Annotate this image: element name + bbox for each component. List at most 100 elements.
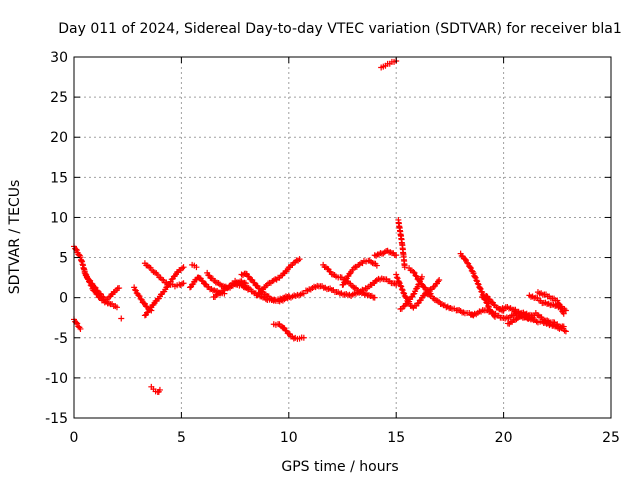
data-point: [400, 289, 407, 296]
series-arc-19: [320, 261, 378, 301]
series-arc-22: [378, 58, 400, 71]
data-point: [113, 304, 120, 311]
data-mark-layer: [71, 58, 569, 395]
tick-layer: 0 5 10 15 20 25 -15 -10 -5 0 5 10 15 20 25 30: [45, 50, 620, 446]
data-point: [465, 260, 472, 267]
data-point: [396, 279, 403, 286]
series-arc-16: [275, 290, 307, 305]
data-point: [91, 284, 98, 291]
grid-layer: [74, 57, 611, 418]
data-point: [464, 259, 471, 266]
data-point: [417, 280, 424, 287]
x-tick-label: 0: [70, 430, 79, 446]
series-arc-33: [511, 308, 569, 335]
data-point: [467, 264, 474, 271]
data-point: [300, 334, 307, 341]
data-point: [483, 299, 490, 306]
series-arc-17: [270, 321, 307, 342]
x-tick-label: 20: [495, 430, 513, 446]
data-point: [413, 273, 420, 280]
data-point: [562, 328, 569, 335]
series-arc-18: [302, 275, 400, 299]
data-point: [477, 285, 484, 292]
series-arc-07: [141, 260, 187, 290]
series-arc-01: [71, 243, 120, 311]
y-tick-label: 30: [50, 50, 68, 66]
data-point: [558, 305, 565, 312]
chart-title: Day 011 of 2024, Sidereal Day-to-day VTE…: [58, 21, 621, 37]
data-point: [397, 282, 404, 289]
data-point: [373, 262, 380, 269]
data-point: [463, 257, 470, 264]
series-arc-05: [131, 284, 155, 314]
y-tick-label: 20: [50, 130, 68, 146]
series-arc-29: [468, 307, 520, 322]
x-tick-label: 5: [177, 430, 186, 446]
data-point: [132, 286, 139, 293]
series-arc-23: [395, 216, 408, 271]
data-point: [350, 284, 357, 291]
series-arc-03: [81, 269, 123, 303]
data-point: [412, 272, 419, 279]
data-point: [401, 264, 408, 271]
data-point: [393, 252, 400, 259]
data-point: [410, 268, 417, 275]
data-point: [393, 271, 400, 278]
data-point: [470, 270, 477, 277]
data-point: [557, 304, 564, 311]
data-point: [296, 256, 303, 263]
data-point: [180, 264, 187, 271]
data-point: [88, 280, 95, 287]
x-tick-label: 25: [602, 430, 620, 446]
series-arc-21: [371, 247, 400, 259]
data-point: [476, 285, 483, 292]
data-point: [484, 300, 491, 307]
data-point: [411, 269, 418, 276]
data-point: [461, 256, 468, 263]
y-axis-label: SDTVAR / TECUs: [7, 180, 23, 295]
data-point: [415, 277, 422, 284]
data-point: [418, 273, 425, 280]
y-tick-label: -5: [54, 331, 68, 347]
data-point: [180, 280, 187, 287]
data-point: [140, 300, 147, 307]
data-point: [86, 277, 93, 284]
series-arc-04: [118, 315, 125, 322]
data-point: [81, 269, 88, 276]
x-axis-label: GPS time / hours: [281, 459, 398, 475]
data-point: [193, 264, 200, 271]
data-point: [474, 280, 481, 287]
data-point: [106, 300, 113, 307]
y-tick-label: -15: [45, 411, 68, 427]
data-point: [555, 301, 562, 308]
data-point: [399, 287, 406, 294]
data-point: [475, 281, 482, 288]
series-arc-31: [496, 303, 535, 319]
series-arc-06: [141, 264, 187, 319]
data-point: [403, 295, 410, 302]
y-tick-label: 25: [50, 90, 68, 106]
series-arc-35: [534, 289, 567, 317]
data-point: [135, 292, 142, 299]
data-point: [271, 296, 278, 303]
y-tick-label: 5: [59, 251, 68, 267]
data-point: [387, 249, 394, 256]
data-point: [485, 303, 492, 310]
data-point: [239, 272, 246, 279]
data-point: [402, 294, 409, 301]
data-point: [82, 272, 89, 279]
y-tick-label: -10: [45, 371, 68, 387]
series-arc-15: [253, 256, 303, 299]
data-point: [472, 274, 479, 281]
data-point: [393, 274, 400, 281]
series-arc-20: [339, 257, 380, 288]
series-arc-25: [397, 273, 425, 312]
data-point: [393, 281, 400, 288]
data-point: [473, 277, 480, 284]
data-point: [556, 301, 563, 308]
data-point: [136, 293, 143, 300]
data-point: [118, 315, 125, 322]
data-point: [394, 275, 401, 282]
data-point: [83, 273, 90, 280]
